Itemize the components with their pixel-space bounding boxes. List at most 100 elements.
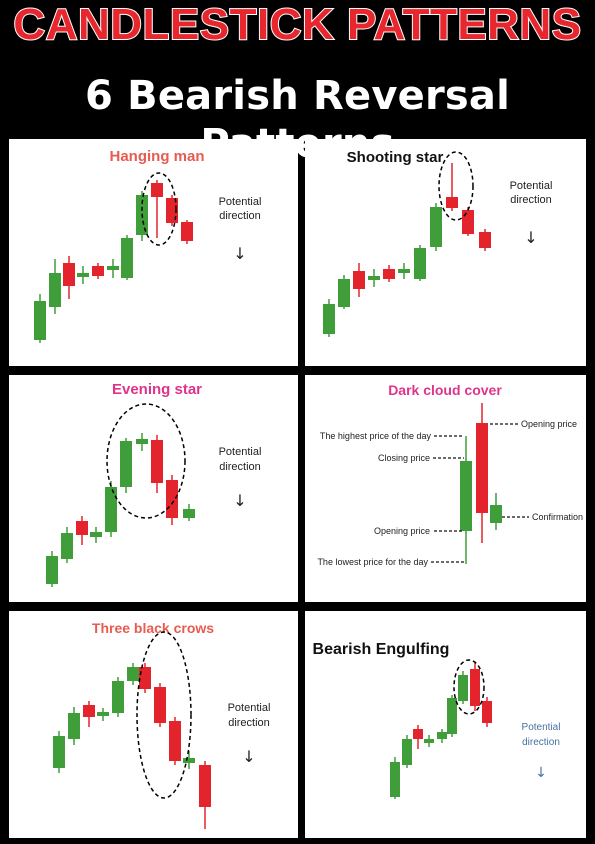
candles [34, 180, 193, 343]
direction-label-line2: direction [219, 461, 261, 473]
candle-bear [479, 229, 491, 251]
candle-bull [49, 259, 61, 314]
candle-bull [127, 663, 139, 685]
candle-bull [120, 438, 132, 493]
candle-crow [139, 663, 151, 693]
candle-engulfed [458, 671, 468, 704]
candle-bull [447, 695, 457, 737]
down-arrow-icon: ↓ [233, 491, 246, 510]
candle-bull [402, 735, 412, 768]
panel-three-black-crows: Three black crows Potential direction ↓ [9, 611, 298, 838]
candle-bull [398, 263, 410, 279]
evening-star-chart: Evening star Potential direction ↓ [46, 381, 262, 587]
candle-confirmation [490, 493, 502, 530]
candle-bull [90, 527, 102, 543]
candles [46, 433, 195, 587]
label-opening-price-right: Opening price [521, 419, 577, 429]
candle-crow [154, 683, 166, 727]
highlight-ellipse [106, 403, 186, 519]
candle-bear [476, 403, 488, 543]
candle-bull [105, 481, 117, 537]
panel-evening-star: Evening star Potential direction ↓ [9, 375, 298, 602]
label-lowest-price: The lowest price for the day [317, 557, 428, 567]
candle-bear [83, 701, 95, 727]
label-highest-price: The highest price of the day [320, 431, 432, 441]
panel-title: Shooting star [347, 149, 444, 166]
panel-hanging-man: Hanging man Potential direction ↓ [9, 139, 298, 366]
candle-bear [482, 697, 492, 727]
direction-label-line2: direction [219, 210, 261, 222]
highlight-ellipse [136, 631, 192, 799]
bearish-engulfing-chart: Bearish Engulfing Potential direction ↓ [313, 641, 561, 799]
candle-shooting-star [446, 163, 458, 211]
down-arrow-icon: ↓ [242, 747, 255, 766]
direction-label-line2: direction [522, 737, 560, 748]
candle-bull [46, 551, 58, 587]
label-closing-price: Closing price [378, 453, 430, 463]
candle-bear [92, 263, 104, 279]
hanging-man-chart: Hanging man Potential direction ↓ [34, 148, 262, 343]
dark-cloud-cover-chart: Dark cloud cover The highest price of th… [317, 382, 583, 567]
shooting-star-chart: Shooting star Potential direction ↓ [323, 149, 553, 337]
candle-bull [183, 751, 195, 769]
panel-title: Dark cloud cover [388, 382, 502, 398]
direction-label-line2: direction [510, 194, 552, 206]
candle-bull [368, 269, 380, 287]
direction-label-line1: Potential [522, 722, 561, 733]
candle-bear [151, 435, 163, 493]
highlight-ellipse [141, 172, 177, 246]
panel-title: Evening star [112, 381, 202, 398]
candle-bull [107, 259, 119, 278]
candle-hanging-man [151, 180, 163, 238]
panel-title: Bearish Engulfing [313, 641, 450, 658]
candle-star [136, 433, 148, 451]
candle-bear [383, 265, 395, 282]
direction-label-line1: Potential [219, 446, 262, 458]
direction-label-line1: Potential [510, 180, 553, 192]
highlight-ellipse [438, 151, 474, 221]
candle-bull [53, 731, 65, 773]
candle-bull [112, 677, 124, 717]
candle-bull [437, 729, 447, 743]
leader-lines [431, 423, 529, 563]
candle-crow [169, 717, 181, 765]
candles [323, 163, 491, 337]
direction-label-line1: Potential [228, 702, 271, 714]
main-title: CANDLESTICK PATTERNS [12, 0, 582, 50]
candle-bear [181, 220, 193, 244]
label-opening-price-left: Opening price [374, 526, 430, 536]
three-black-crows-chart: Three black crows Potential direction ↓ [53, 620, 271, 829]
candle-bear [63, 256, 75, 299]
direction-label-line1: Potential [219, 196, 262, 208]
candle-bull [97, 708, 109, 721]
panel-bearish-engulfing: Bearish Engulfing Potential direction ↓ [305, 611, 586, 838]
candle-bull [424, 735, 434, 747]
candle-bull [323, 299, 335, 337]
candle-bear [353, 263, 365, 297]
candle-engulfing [470, 663, 480, 711]
candles [53, 663, 211, 829]
panel-shooting-star: Shooting star Potential direction ↓ [305, 139, 586, 366]
down-arrow-icon: ↓ [535, 765, 547, 781]
candle-bull [77, 266, 89, 284]
highlight-ellipse [453, 659, 485, 715]
candle-bull [61, 527, 73, 563]
candle-bull [34, 294, 46, 343]
candle-bull [414, 245, 426, 281]
candle-bull [430, 203, 442, 251]
down-arrow-icon: ↓ [233, 244, 246, 263]
candle-bear [199, 761, 211, 829]
candles [390, 663, 492, 799]
panel-title: Hanging man [109, 148, 204, 165]
candle-bear [166, 475, 178, 525]
candle-bull [338, 275, 350, 309]
candle-bull [121, 235, 133, 280]
candle-bull [183, 504, 195, 521]
candle-bear [462, 207, 474, 236]
candle-bull [460, 436, 472, 564]
down-arrow-icon: ↓ [524, 228, 537, 247]
label-confirmation: Confirmation [532, 512, 583, 522]
direction-label-line2: direction [228, 717, 270, 729]
panel-title: Three black crows [92, 620, 214, 636]
candle-bull [390, 757, 400, 799]
